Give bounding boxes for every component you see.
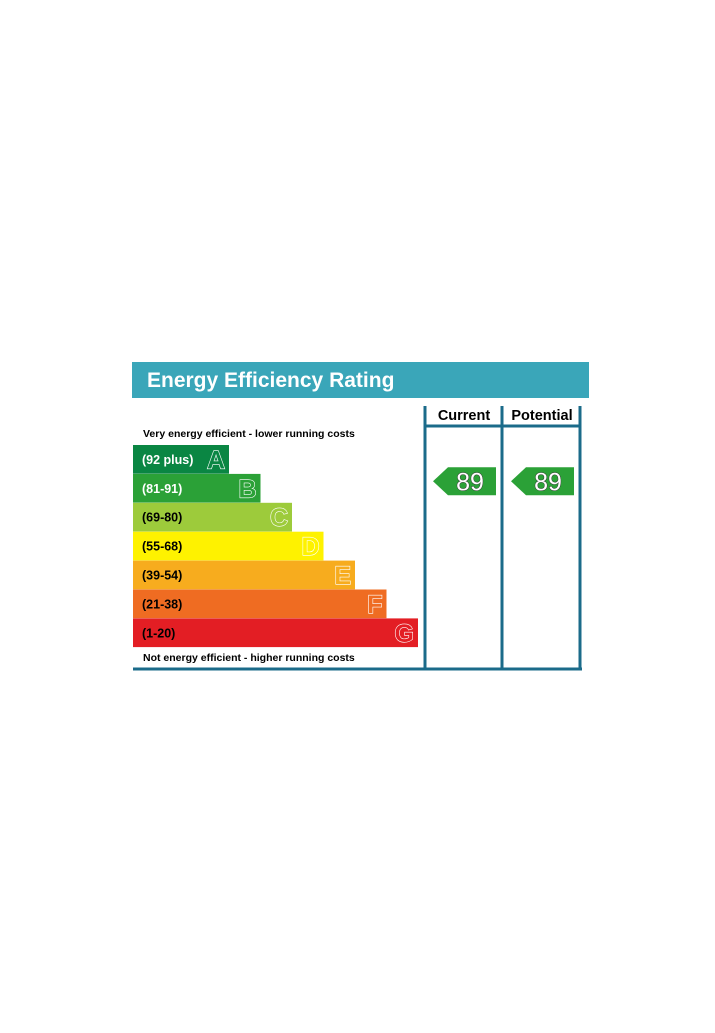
band-bar-b <box>133 473 261 503</box>
potential-score: 89 <box>534 468 562 496</box>
potential-marker <box>511 467 574 496</box>
band-range-a: (92 plus) <box>142 453 193 467</box>
top-note: Very energy efficient - lower running co… <box>143 428 355 440</box>
band-bar-d <box>133 531 324 561</box>
rating-bands: (92 plus) A (81-91) B (69-80) C (55-68) D (39-54… <box>133 445 418 648</box>
potential-column-header: Potential <box>511 408 572 424</box>
band-range-d: (55-68) <box>142 540 182 554</box>
chart-frame <box>133 406 582 671</box>
band-bar-g <box>133 618 418 648</box>
band-letter-a: A <box>207 446 225 474</box>
band-range-g: (1-20) <box>142 626 175 640</box>
current-marker <box>433 467 496 496</box>
band-bar-e <box>133 560 355 590</box>
current-column-header: Current <box>438 408 491 424</box>
rating-markers: 89 89 <box>433 467 574 497</box>
band-range-c: (69-80) <box>142 511 182 525</box>
band-bar-a <box>133 445 229 474</box>
band-range-b: (81-91) <box>142 482 182 496</box>
band-letter-b: B <box>238 475 256 503</box>
band-letter-d: D <box>301 533 319 561</box>
chart-title: Energy Efficiency Rating <box>147 369 394 392</box>
band-range-f: (21-38) <box>142 597 182 611</box>
current-score: 89 <box>456 468 484 496</box>
band-bar-c <box>133 502 292 532</box>
band-range-e: (39-54) <box>142 568 182 582</box>
band-letter-c: C <box>270 504 288 532</box>
bottom-note: Not energy efficient - higher running co… <box>143 652 355 664</box>
band-letter-e: E <box>334 562 351 590</box>
band-letter-g: G <box>395 620 414 648</box>
title-bar <box>132 362 589 398</box>
band-bar-f <box>133 589 387 619</box>
band-letter-f: F <box>367 591 382 619</box>
